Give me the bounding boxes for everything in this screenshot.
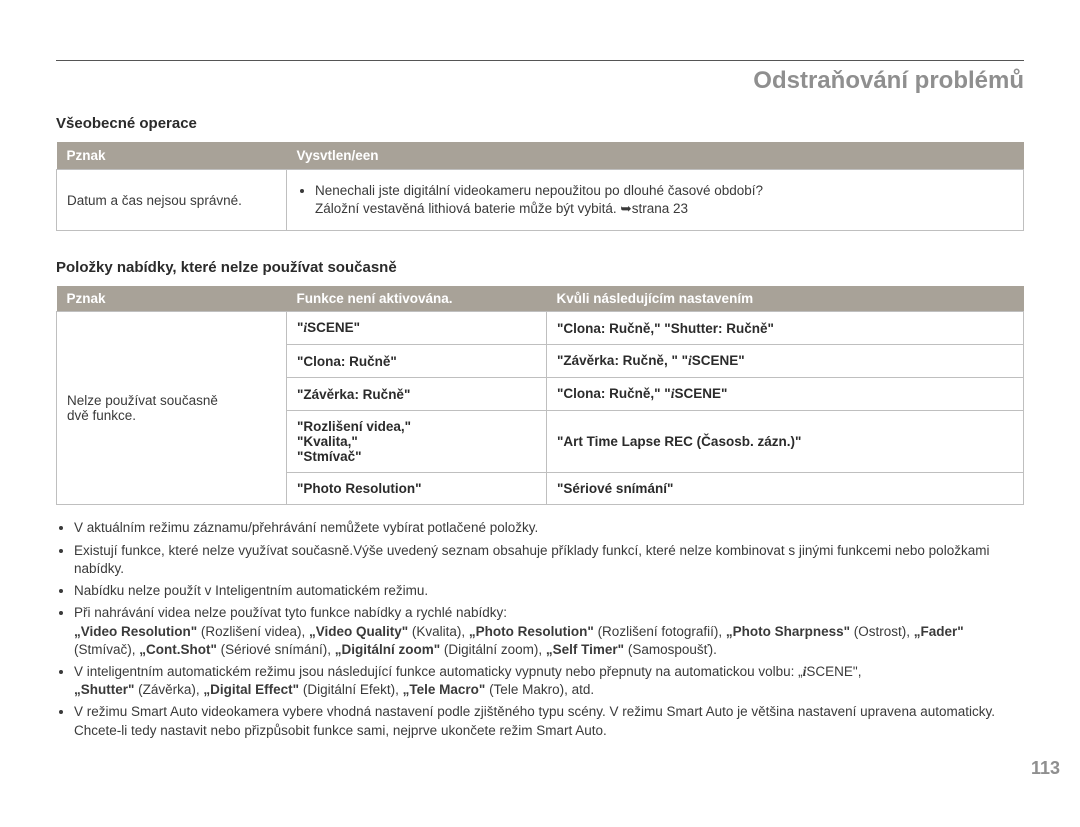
explanation-text: Nenechali jste digitální videokameru nep… (315, 183, 763, 198)
explanation-cell: Nenechali jste digitální videokameru nep… (287, 170, 1024, 231)
due-cell: "Art Time Lapse REC (Časosb. zázn.)" (547, 411, 1024, 473)
func-cell: "Photo Resolution" (287, 473, 547, 505)
note-text: V inteligentním automatickém režimu jsou… (74, 664, 803, 679)
func-cell: "iSCENE" (287, 312, 547, 345)
note-text: SCENE", (806, 664, 861, 679)
col-func: Funkce není aktivována. (287, 286, 547, 312)
func-cell: "Závěrka: Ručně" (287, 378, 547, 411)
due-cell: "Clona: Ručně," "Shutter: Ručně" (547, 312, 1024, 345)
rowlabel-b: dvě funkce. (67, 408, 136, 423)
manual-page: Odstraňování problémů Všeobecné operace … (0, 0, 1080, 740)
explanation-text2a: Záložní vestavěná lithiová baterie může … (315, 201, 620, 216)
section1-heading: Všeobecné operace (56, 115, 1024, 132)
func-cell: "Rozlišení videa," "Kvalita," "Stmívač" (287, 411, 547, 473)
due-cell: "Závěrka: Ručně, " "iSCENE" (547, 345, 1024, 378)
iscene-icon: i (671, 386, 675, 401)
note-text: Při nahrávání videa nelze používat tyto … (74, 605, 507, 620)
notes-list: V aktuálním režimu záznamu/přehrávání ne… (56, 519, 1024, 739)
note-item: Nabídku nelze použít v Inteligentním aut… (74, 582, 1024, 600)
note-item: V režimu Smart Auto videokamera vybere v… (74, 703, 1024, 739)
page-title: Odstraňování problémů (56, 67, 1024, 95)
iscene-icon: i (303, 320, 307, 335)
due-cell: "Sériové snímání" (547, 473, 1024, 505)
col-explanation: Vysvtlen/een (287, 142, 1024, 170)
due-cell: "Clona: Ručně," "iSCENE" (547, 378, 1024, 411)
func-cell: "Clona: Ručně" (287, 345, 547, 378)
note-item: V aktuálním režimu záznamu/přehrávání ne… (74, 519, 1024, 537)
table-row: Datum a čas nejsou správné. Nenechali js… (57, 170, 1024, 231)
page-number: 113 (1031, 758, 1060, 779)
note-item: V inteligentním automatickém režimu jsou… (74, 663, 1024, 699)
col-due: Kvůli následujícím nastavením (547, 286, 1024, 312)
menu-items-table: Pznak Funkce není aktivována. Kvůli násl… (56, 286, 1024, 505)
note-item: Při nahrávání videa nelze používat tyto … (74, 604, 1024, 659)
general-operations-table: Pznak Vysvtlen/een Datum a čas nejsou sp… (56, 142, 1024, 231)
top-rule (56, 60, 1024, 61)
note-item: Existují funkce, které nelze využívat so… (74, 542, 1024, 578)
col-symptom: Pznak (57, 142, 287, 170)
rowlabel-a: Nelze používat současně (67, 393, 218, 408)
note-bold-list: „Shutter" (Závěrka), „Digital Effect" (D… (74, 682, 594, 697)
symptom-cell: Datum a čas nejsou správné. (57, 170, 287, 231)
explanation-text2b: strana 23 (632, 201, 688, 216)
table-header-row: Pznak Funkce není aktivována. Kvůli násl… (57, 286, 1024, 312)
rowlabel-cell: Nelze používat současně dvě funkce. (57, 312, 287, 505)
iscene-icon: i (688, 353, 692, 368)
table-row: Nelze používat současně dvě funkce. "iSC… (57, 312, 1024, 345)
col-symptom2: Pznak (57, 286, 287, 312)
table-header-row: Pznak Vysvtlen/een (57, 142, 1024, 170)
section2-heading: Položky nabídky, které nelze používat so… (56, 259, 1024, 276)
arrow-icon: ➥ (620, 201, 631, 216)
explanation-line: Nenechali jste digitální videokameru nep… (315, 182, 1013, 218)
note-bold-list: „Video Resolution" (Rozlišení videa), „V… (74, 624, 964, 657)
